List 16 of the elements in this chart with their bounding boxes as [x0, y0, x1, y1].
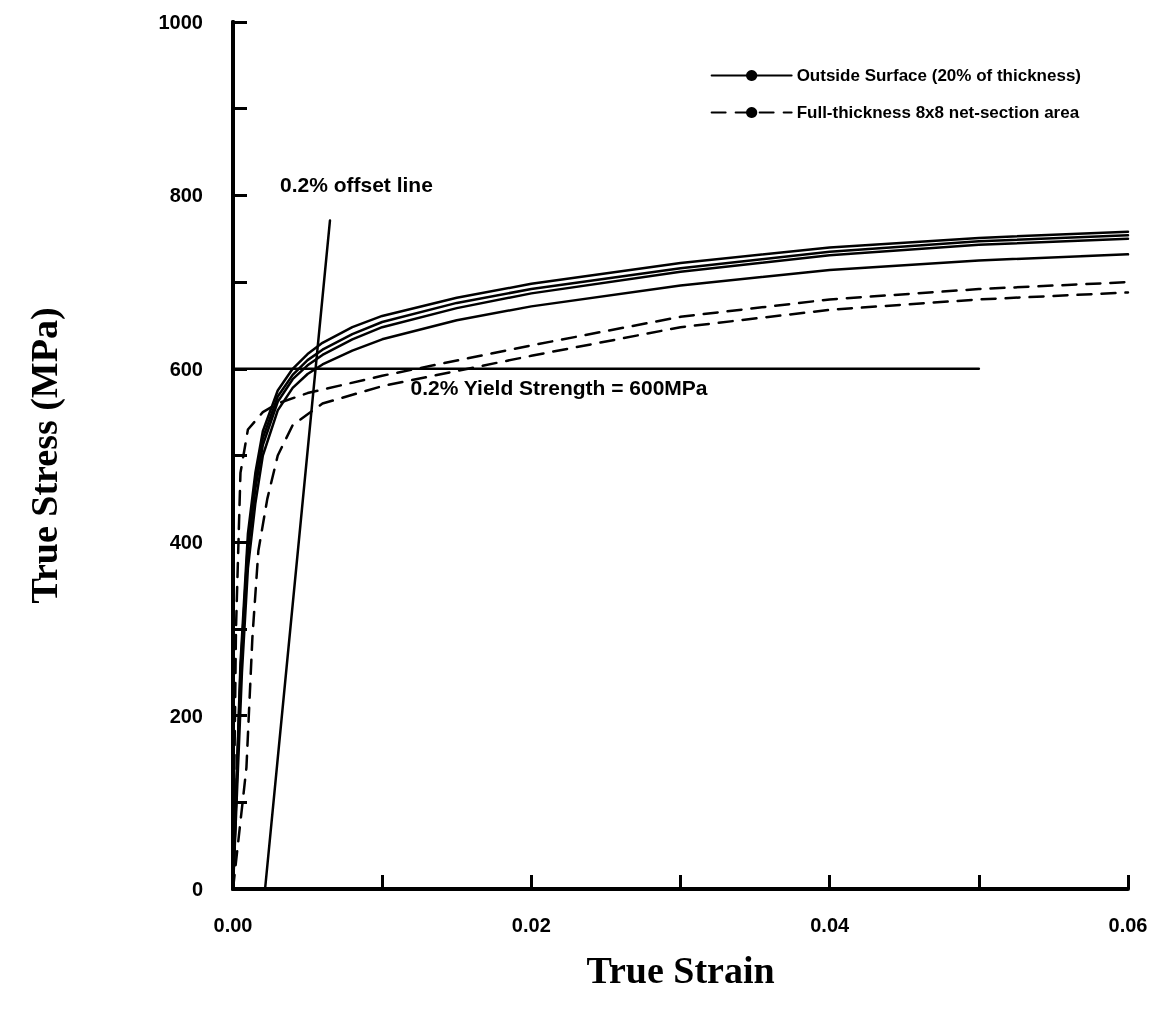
legend-label: Outside Surface (20% of thickness)	[796, 66, 1082, 85]
y-tick-label: 400	[169, 531, 203, 554]
x-tick-label: 0.00	[213, 914, 253, 936]
y-tick-label: 600	[169, 357, 203, 380]
y-tick-label: 1000	[158, 11, 203, 33]
x-tick-label: 0.06	[1108, 914, 1148, 936]
x-axis-title: True Strain	[586, 949, 775, 991]
annotation: 0.2% Yield Strength = 600MPa	[410, 375, 708, 399]
x-tick-label: 0.02	[511, 914, 551, 936]
y-tick-label: 0	[191, 878, 203, 900]
y-tick-label: 800	[169, 184, 203, 207]
legend-label: Full-thickness 8x8 net-section area	[796, 103, 1080, 122]
x-tick-label: 0.04	[810, 914, 850, 936]
y-tick-label: 200	[169, 704, 203, 727]
y-axis-title: True Stress (MPa)	[23, 307, 66, 604]
annotation: 0.2% offset line	[279, 172, 433, 196]
